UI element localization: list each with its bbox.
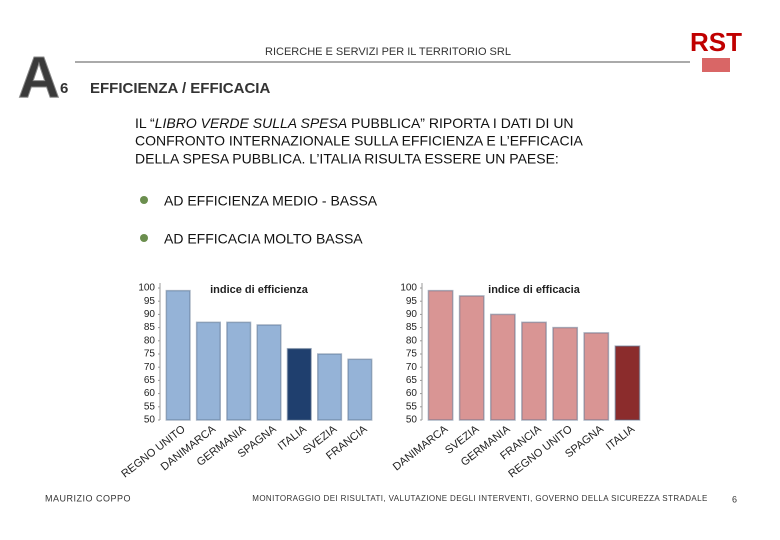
bar xyxy=(521,321,547,421)
chart-title: indice di efficienza xyxy=(210,284,309,296)
y-tick-label: 90 xyxy=(144,309,156,320)
logo-letter: A xyxy=(18,45,60,110)
y-tick-label: 80 xyxy=(144,335,156,346)
bar xyxy=(165,289,191,421)
body-line: CONFRONTO INTERNAZIONALE SULLA EFFICIENZ… xyxy=(135,133,583,149)
page-number: 6 xyxy=(732,494,737,504)
y-tick-label: 85 xyxy=(144,322,156,333)
y-tick-label: 55 xyxy=(144,401,156,412)
bullet-text: AD EFFICACIA MOLTO BASSA xyxy=(164,231,363,247)
y-tick-label: 75 xyxy=(406,349,418,360)
y-tick-label: 50 xyxy=(406,415,418,426)
bar xyxy=(583,332,610,421)
slide-title: EFFICIENZA / EFFICACIA xyxy=(90,80,270,97)
brand: RST xyxy=(690,27,742,57)
bar xyxy=(347,358,373,421)
bar xyxy=(256,324,282,421)
y-tick-label: 70 xyxy=(406,362,418,373)
text-part: LIBRO VERDE SULLA SPESA xyxy=(155,115,347,131)
company: RICERCHE E SERVIZI PER IL TERRITORIO SRL xyxy=(265,46,511,58)
y-tick-label: 100 xyxy=(138,283,155,294)
bar xyxy=(552,326,579,421)
y-tick-label: 75 xyxy=(144,349,156,360)
y-tick-label: 90 xyxy=(406,309,418,320)
y-tick-label: 60 xyxy=(144,388,156,399)
body-line: IL “LIBRO VERDE SULLA SPESA PUBBLICA” RI… xyxy=(135,115,574,131)
bar xyxy=(317,353,343,421)
y-tick-label: 65 xyxy=(144,375,156,386)
bullet xyxy=(140,196,148,204)
bar xyxy=(614,345,641,421)
text-part: PUBBLICA” RIPORTA I DATI DI UN xyxy=(347,115,573,131)
y-tick-label: 95 xyxy=(406,296,418,307)
brand-mark xyxy=(702,58,730,72)
bar xyxy=(286,347,312,421)
author: MAURIZIO COPPO xyxy=(45,493,131,503)
text-part: IL “ xyxy=(135,115,155,131)
caption: MONITORAGGIO DEI RISULTATI, VALUTAZIONE … xyxy=(252,494,707,503)
bar xyxy=(195,321,221,421)
bullet-text: AD EFFICIENZA MEDIO - BASSA xyxy=(164,193,378,209)
bar xyxy=(489,313,516,421)
y-tick-label: 80 xyxy=(406,335,418,346)
y-tick-label: 50 xyxy=(144,415,156,426)
body-line: DELLA SPESA PUBBLICA. L’ITALIA RISULTA E… xyxy=(135,151,559,167)
bullet xyxy=(140,234,148,242)
bar xyxy=(458,295,485,421)
chart-title: indice di efficacia xyxy=(488,284,581,296)
y-tick-label: 85 xyxy=(406,322,418,333)
y-tick-label: 55 xyxy=(406,401,418,412)
y-tick-label: 70 xyxy=(144,362,156,373)
bar xyxy=(226,321,252,421)
y-tick-label: 95 xyxy=(144,296,156,307)
bar xyxy=(427,289,454,421)
y-tick-label: 60 xyxy=(406,388,418,399)
y-tick-label: 65 xyxy=(406,375,418,386)
slide-number: 6 xyxy=(60,80,68,97)
y-tick-label: 100 xyxy=(400,283,417,294)
